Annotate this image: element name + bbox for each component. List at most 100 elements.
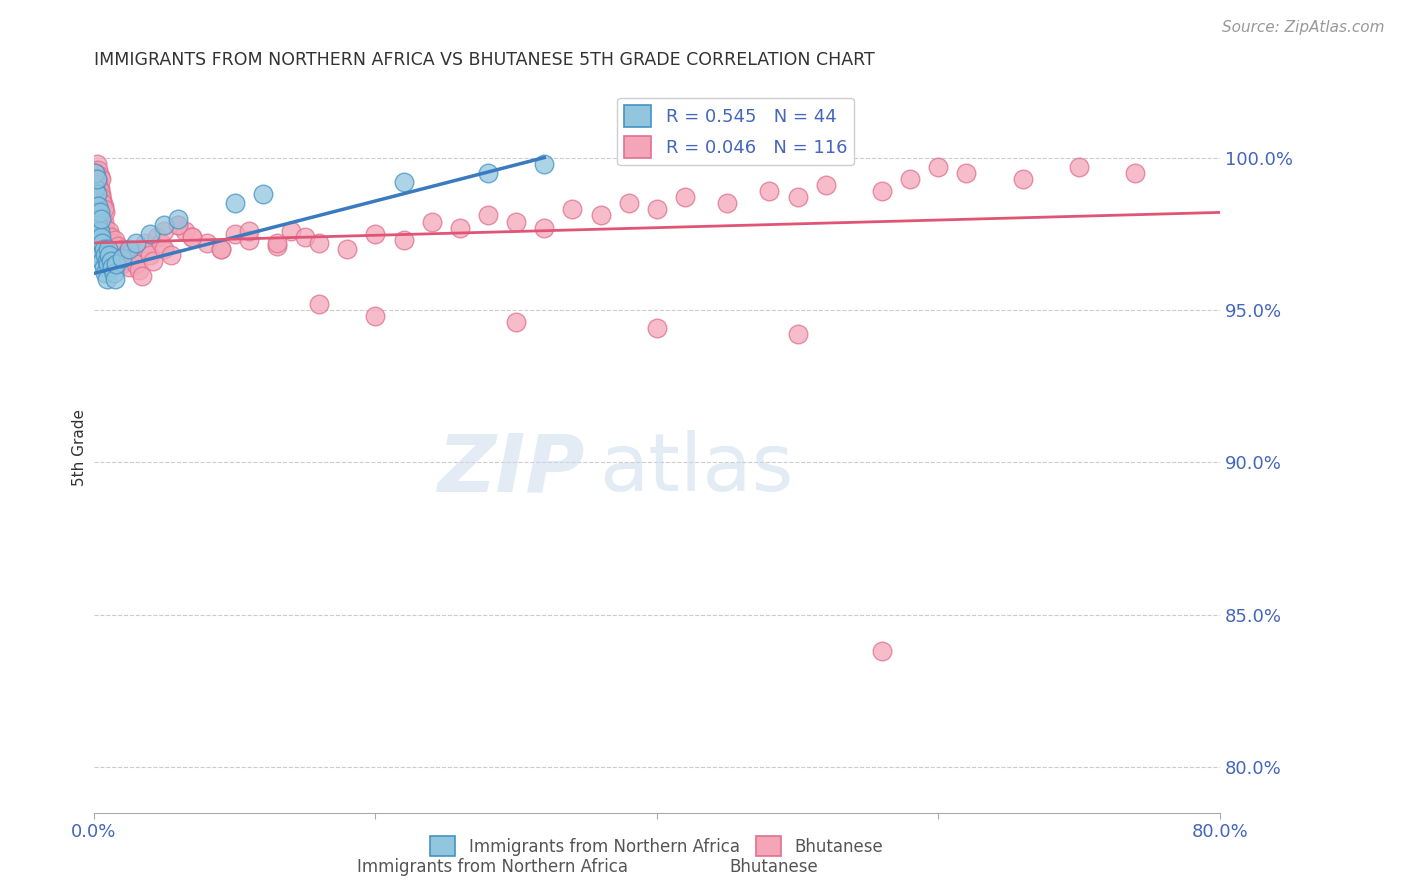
- Point: [89, 169, 111, 183]
- Point: [110, 251, 132, 265]
- Point: [97, 229, 120, 244]
- Point: [160, 248, 183, 262]
- Point: [561, 202, 583, 217]
- Point: [105, 254, 128, 268]
- Point: [86, 181, 108, 195]
- Point: [87, 218, 110, 232]
- Legend: Immigrants from Northern Africa, Bhutanese: Immigrants from Northern Africa, Bhutane…: [423, 830, 890, 863]
- Point: [103, 266, 125, 280]
- Point: [294, 229, 316, 244]
- Point: [814, 178, 837, 192]
- Point: [153, 218, 176, 232]
- Point: [125, 235, 148, 250]
- Point: [114, 248, 136, 262]
- Point: [786, 190, 808, 204]
- Point: [93, 260, 115, 275]
- Text: Source: ZipAtlas.com: Source: ZipAtlas.com: [1222, 20, 1385, 35]
- Point: [122, 251, 145, 265]
- Point: [89, 196, 111, 211]
- Point: [266, 235, 288, 250]
- Point: [280, 224, 302, 238]
- Point: [91, 209, 114, 223]
- Point: [153, 224, 176, 238]
- Point: [84, 175, 107, 189]
- Point: [89, 211, 111, 226]
- Point: [420, 214, 443, 228]
- Point: [93, 229, 115, 244]
- Point: [101, 260, 124, 275]
- Point: [84, 166, 107, 180]
- Point: [84, 162, 107, 177]
- Point: [1011, 172, 1033, 186]
- Point: [181, 229, 204, 244]
- Point: [91, 193, 114, 207]
- Point: [84, 181, 107, 195]
- Point: [96, 227, 118, 241]
- Point: [87, 193, 110, 207]
- Point: [93, 202, 115, 217]
- Point: [84, 196, 107, 211]
- Point: [111, 257, 134, 271]
- Point: [477, 166, 499, 180]
- Point: [927, 160, 949, 174]
- Point: [84, 211, 107, 226]
- Point: [87, 205, 110, 219]
- Point: [224, 227, 246, 241]
- Point: [90, 211, 112, 226]
- Point: [449, 220, 471, 235]
- Point: [89, 184, 111, 198]
- Point: [84, 187, 107, 202]
- Point: [100, 254, 122, 268]
- Point: [128, 263, 150, 277]
- Point: [91, 254, 114, 268]
- Point: [87, 162, 110, 177]
- Point: [105, 257, 128, 271]
- Point: [870, 184, 893, 198]
- Point: [153, 242, 176, 256]
- Point: [91, 224, 114, 238]
- Point: [90, 229, 112, 244]
- Point: [93, 242, 115, 256]
- Point: [139, 227, 162, 241]
- Point: [91, 196, 114, 211]
- Point: [86, 156, 108, 170]
- Point: [392, 233, 415, 247]
- Point: [87, 199, 110, 213]
- Point: [87, 178, 110, 192]
- Point: [505, 214, 527, 228]
- Point: [209, 242, 232, 256]
- Point: [104, 233, 127, 247]
- Point: [84, 166, 107, 180]
- Point: [97, 257, 120, 271]
- Point: [89, 242, 111, 256]
- Point: [94, 266, 117, 280]
- Point: [111, 251, 134, 265]
- Point: [93, 199, 115, 213]
- Text: atlas: atlas: [599, 430, 793, 508]
- Point: [505, 315, 527, 329]
- Point: [364, 309, 387, 323]
- Point: [91, 235, 114, 250]
- Point: [94, 248, 117, 262]
- Point: [146, 229, 169, 244]
- Point: [90, 248, 112, 262]
- Point: [125, 257, 148, 271]
- Point: [86, 169, 108, 183]
- Point: [786, 327, 808, 342]
- Point: [224, 196, 246, 211]
- Point: [308, 297, 330, 311]
- Point: [100, 229, 122, 244]
- Point: [142, 254, 165, 268]
- Point: [898, 172, 921, 186]
- Point: [104, 248, 127, 262]
- Point: [617, 196, 640, 211]
- Point: [118, 242, 141, 256]
- Point: [87, 235, 110, 250]
- Point: [104, 272, 127, 286]
- Point: [96, 272, 118, 286]
- Point: [98, 235, 121, 250]
- Point: [139, 248, 162, 262]
- Point: [94, 205, 117, 219]
- Point: [589, 209, 612, 223]
- Point: [86, 199, 108, 213]
